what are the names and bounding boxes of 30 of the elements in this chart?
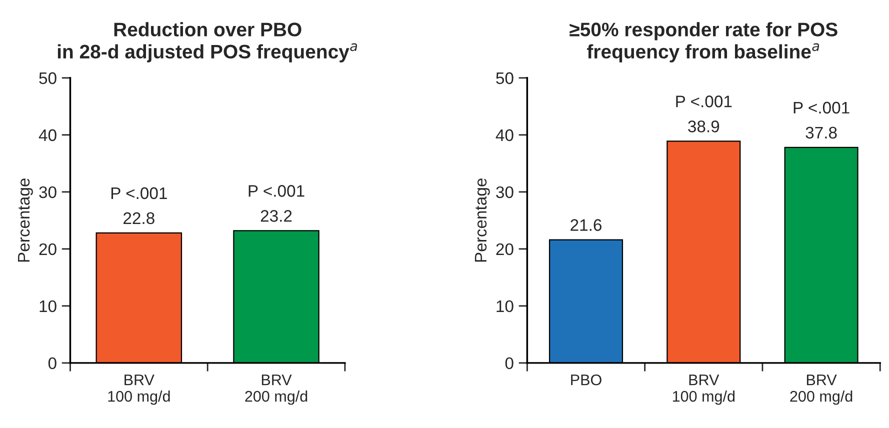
y-tick-label: 10 (496, 300, 514, 312)
x-tick-label: BRV 100 mg/d (108, 374, 170, 405)
x-tick-label: PBO (571, 374, 602, 386)
data-label: 37.8 (806, 126, 837, 139)
chart-title: ≥50% responder rate for POS frequency from baseline$^{a}$ (570, 22, 838, 62)
annotation: P <.001 (248, 185, 304, 197)
annotation: P <.001 (111, 187, 167, 200)
y-tick-label: 20 (496, 243, 514, 256)
y-tick-label: 30 (39, 186, 56, 198)
x-tick-label: BRV 100 mg/d (672, 374, 735, 405)
y-tick-label: 0 (505, 357, 514, 370)
y-tick-label: 0 (48, 357, 56, 370)
y-tick-label: 40 (496, 129, 514, 142)
y-axis-title: Percentage (474, 178, 490, 262)
annotation: P <.001 (794, 102, 850, 114)
data-label: 21.6 (570, 219, 602, 231)
y-tick-label: 20 (39, 243, 56, 256)
data-label: 38.9 (688, 120, 720, 132)
chart-title: Reduction over PBO in 28-d adjusted POS frequency$^{a}$ (58, 22, 358, 62)
y-tick-label: 50 (496, 72, 514, 84)
x-tick-label: BRV 200 mg/d (790, 374, 852, 405)
y-tick-label: 10 (40, 300, 56, 312)
y-tick-label: 50 (39, 72, 56, 84)
y-axis-title: Percentage (18, 178, 33, 262)
y-tick-label: 40 (38, 129, 56, 142)
y-tick-label: 30 (496, 186, 514, 198)
data-label: 22.8 (124, 212, 154, 224)
annotation: P <.001 (676, 96, 732, 108)
x-tick-label: BRV 200 mg/d (245, 374, 308, 405)
data-label: 23.2 (260, 210, 292, 222)
